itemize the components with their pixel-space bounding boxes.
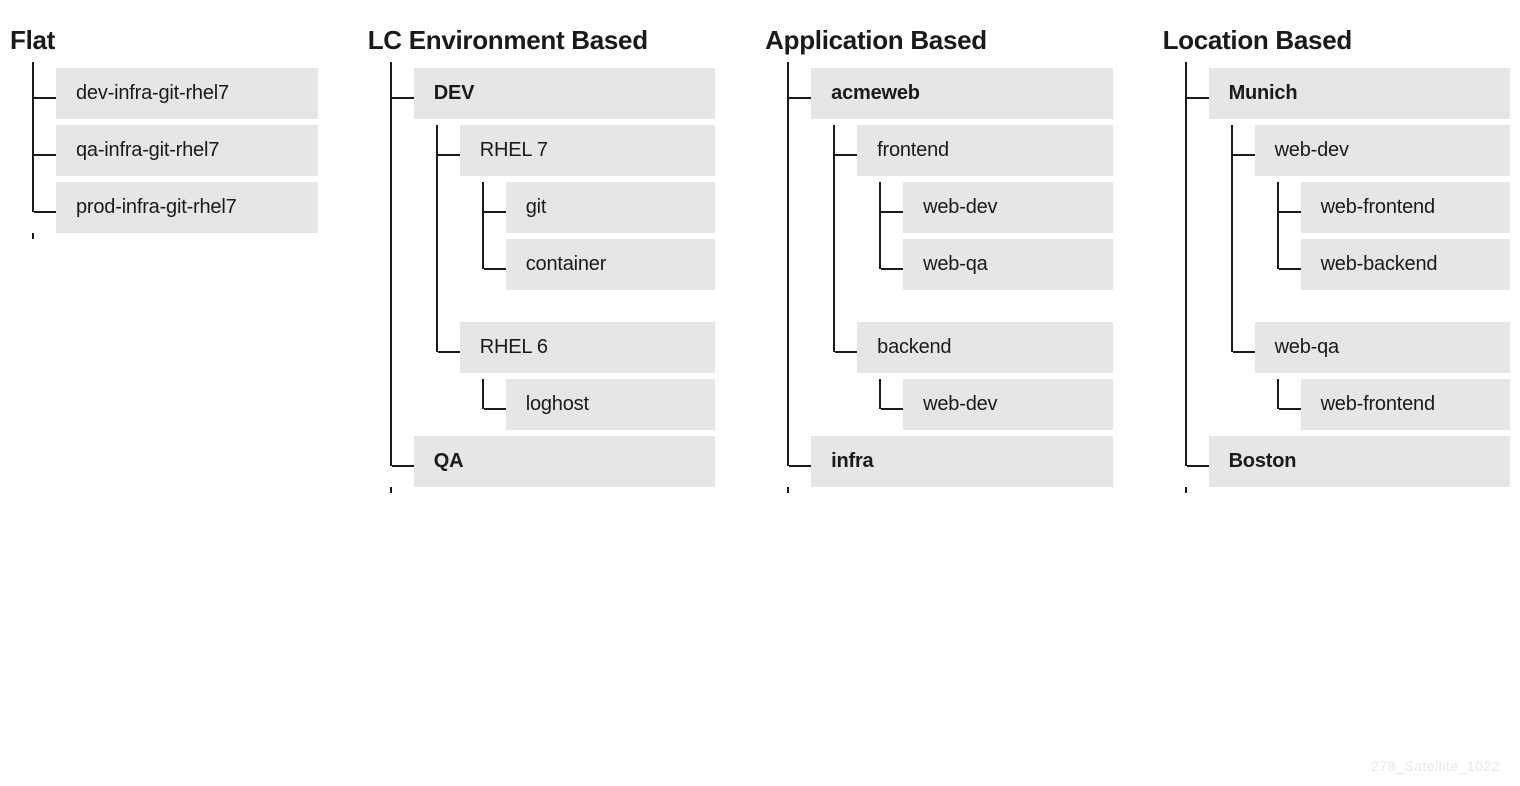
tree-node: backend bbox=[857, 322, 1112, 373]
tree-node: QA bbox=[414, 436, 715, 487]
column-title: Flat bbox=[10, 25, 318, 56]
tree-node: dev-infra-git-rhel7 bbox=[56, 68, 318, 119]
tree-node: Munich bbox=[1209, 68, 1510, 119]
watermark-text: 278_Satellite_1022 bbox=[1371, 758, 1500, 774]
tree-node: web-dev bbox=[903, 182, 1112, 233]
column-title: Location Based bbox=[1163, 25, 1510, 56]
tree-node: Boston bbox=[1209, 436, 1510, 487]
tree-node: prod-infra-git-rhel7 bbox=[56, 182, 318, 233]
tree-column: Location Based Munich web-dev web-frontend w… bbox=[1163, 25, 1510, 493]
tree-node: frontend bbox=[857, 125, 1112, 176]
tree-node: web-backend bbox=[1301, 239, 1510, 290]
tree-node: RHEL 7 bbox=[460, 125, 715, 176]
tree-node: web-frontend bbox=[1301, 182, 1510, 233]
column-title: LC Environment Based bbox=[368, 25, 715, 56]
tree-node: git bbox=[506, 182, 715, 233]
column-title: Application Based bbox=[765, 25, 1112, 56]
tree-node: container bbox=[506, 239, 715, 290]
tree-node: web-dev bbox=[1255, 125, 1510, 176]
tree-column: Application Based acmeweb frontend web-dev w… bbox=[765, 25, 1112, 493]
tree-column: Flat dev-infra-git-rhel7 qa-infra-git-rhel… bbox=[10, 25, 318, 239]
tree-node: RHEL 6 bbox=[460, 322, 715, 373]
tree-node: qa-infra-git-rhel7 bbox=[56, 125, 318, 176]
tree-node: web-frontend bbox=[1301, 379, 1510, 430]
tree-node: web-dev bbox=[903, 379, 1112, 430]
tree-node: web-qa bbox=[1255, 322, 1510, 373]
tree-node: web-qa bbox=[903, 239, 1112, 290]
tree-node: DEV bbox=[414, 68, 715, 119]
diagram-columns: Flat dev-infra-git-rhel7 qa-infra-git-rhel… bbox=[10, 25, 1510, 493]
tree-node: acmeweb bbox=[811, 68, 1112, 119]
tree-node: loghost bbox=[506, 379, 715, 430]
tree-node: infra bbox=[811, 436, 1112, 487]
tree-column: LC Environment Based DEV RHEL 7 git containe… bbox=[368, 25, 715, 493]
